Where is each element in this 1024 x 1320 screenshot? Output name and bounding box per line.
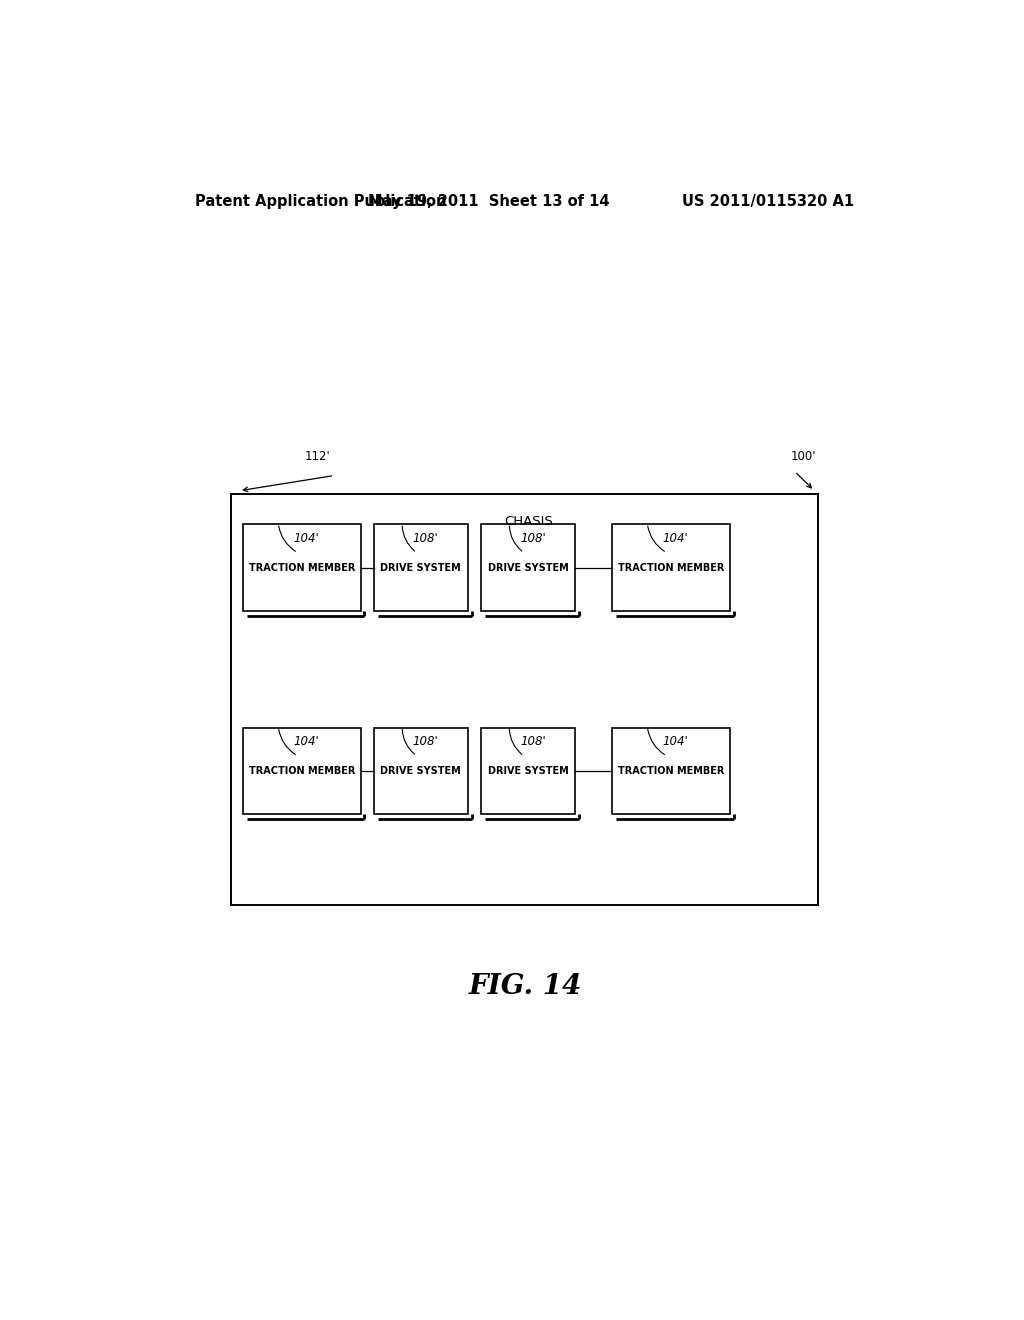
Text: CHASIS: CHASIS	[505, 515, 553, 528]
Bar	[243, 524, 360, 611]
Bar	[374, 727, 468, 814]
Text: Patent Application Publication: Patent Application Publication	[196, 194, 446, 209]
Text: US 2011/0115320 A1: US 2011/0115320 A1	[682, 194, 854, 209]
Text: FIG. 14: FIG. 14	[468, 973, 582, 1001]
Bar	[612, 524, 729, 611]
Bar	[481, 727, 574, 814]
Text: TRACTION MEMBER: TRACTION MEMBER	[249, 766, 355, 776]
Text: May 19, 2011  Sheet 13 of 14: May 19, 2011 Sheet 13 of 14	[369, 194, 610, 209]
Bar	[374, 524, 468, 611]
Text: 104': 104'	[294, 532, 319, 545]
Text: DRIVE SYSTEM: DRIVE SYSTEM	[487, 766, 568, 776]
Bar	[231, 494, 818, 906]
Text: DRIVE SYSTEM: DRIVE SYSTEM	[381, 562, 461, 573]
Text: TRACTION MEMBER: TRACTION MEMBER	[617, 562, 724, 573]
Text: 108': 108'	[520, 532, 546, 545]
Text: 108': 108'	[413, 532, 438, 545]
Text: 104': 104'	[294, 735, 319, 748]
Bar	[612, 727, 729, 814]
Text: 104': 104'	[663, 735, 688, 748]
Bar	[243, 727, 360, 814]
Text: TRACTION MEMBER: TRACTION MEMBER	[249, 562, 355, 573]
Text: TRACTION MEMBER: TRACTION MEMBER	[617, 766, 724, 776]
Text: DRIVE SYSTEM: DRIVE SYSTEM	[381, 766, 461, 776]
Text: 100': 100'	[791, 450, 816, 463]
Text: 112': 112'	[304, 450, 331, 463]
Bar	[481, 524, 574, 611]
Text: 108': 108'	[520, 735, 546, 748]
Text: 104': 104'	[663, 532, 688, 545]
Text: DRIVE SYSTEM: DRIVE SYSTEM	[487, 562, 568, 573]
Text: 108': 108'	[413, 735, 438, 748]
